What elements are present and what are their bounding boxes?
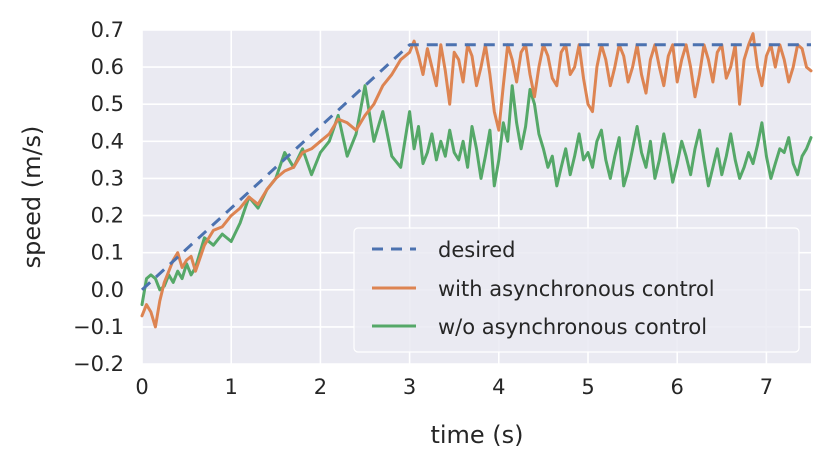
y-tick-label: 0.6 [91, 55, 124, 79]
legend-label: with asynchronous control [438, 277, 715, 301]
x-tick-label: 0 [135, 375, 148, 399]
x-tick-label: 5 [581, 375, 594, 399]
series-lines [140, 32, 813, 329]
x-axis-label: time (s) [430, 421, 523, 449]
y-tick-label: −0.2 [73, 352, 124, 376]
x-tick-labels: 0 1 2 3 4 5 6 7 [135, 375, 773, 399]
y-axis-label: speed (m/s) [18, 126, 46, 269]
y-tick-label: 0.2 [91, 204, 124, 228]
x-tick-label: 3 [403, 375, 416, 399]
y-tick-label: 0.5 [91, 92, 124, 116]
y-tick-label: 0.0 [91, 278, 124, 302]
y-tick-label: 0.3 [91, 166, 124, 190]
legend: desired with asynchronous control w/o asyn… [353, 227, 800, 353]
y-tick-labels: −0.2 −0.1 0.0 0.1 0.2 0.3 0.4 0.5 0.6 0.7 [73, 18, 124, 376]
x-tick-label: 6 [671, 375, 684, 399]
series-line-desired [140, 43, 811, 291]
y-tick-label: −0.1 [73, 315, 124, 339]
x-tick-label: 7 [760, 375, 773, 399]
y-tick-label: 0.7 [91, 18, 124, 42]
x-tick-label: 2 [314, 375, 327, 399]
legend-label: w/o asynchronous control [438, 315, 707, 339]
y-tick-label: 0.1 [91, 241, 124, 265]
x-tick-label: 1 [225, 375, 238, 399]
legend-label: desired [438, 238, 515, 262]
legend-box [353, 227, 800, 353]
series-line-with-asynchronous-control [140, 32, 813, 329]
y-tick-label: 0.4 [91, 129, 124, 153]
x-tick-label: 4 [492, 375, 505, 399]
